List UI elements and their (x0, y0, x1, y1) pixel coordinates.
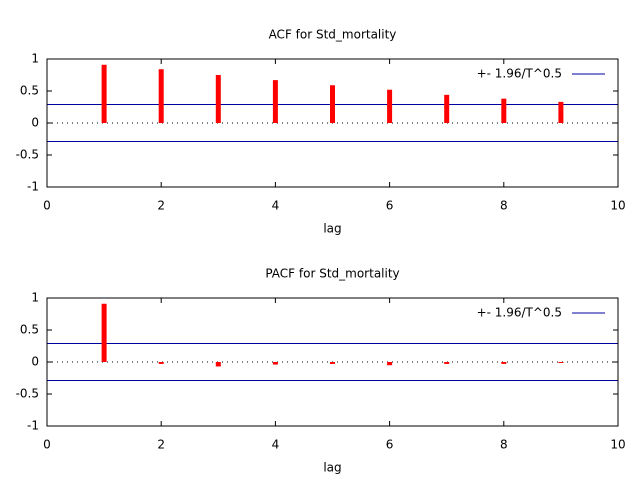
bar (330, 362, 335, 364)
bar (101, 303, 107, 362)
x-tick-label: 6 (386, 199, 394, 213)
y-tick-label: -0.5 (16, 387, 39, 401)
x-tick-label: 4 (272, 438, 280, 452)
y-tick-label: -1 (27, 419, 39, 433)
bar (444, 362, 450, 364)
x-tick-label: 0 (43, 199, 51, 213)
bar (444, 94, 450, 123)
y-tick-label: 1 (31, 291, 39, 305)
x-tick-label: 2 (157, 438, 165, 452)
bar (272, 80, 278, 123)
x-tick-label: 0 (43, 438, 51, 452)
plot-frame (46, 297, 619, 427)
plot-frame (46, 58, 619, 188)
bar (215, 75, 221, 123)
x-tick-label: 4 (272, 199, 280, 213)
bar (215, 362, 221, 367)
bar (158, 362, 164, 364)
x-tick-label: 2 (157, 199, 165, 213)
bar (501, 362, 507, 364)
bar (558, 362, 564, 363)
x-tick-label: 10 (610, 199, 625, 213)
y-tick-label: 0.5 (20, 323, 39, 337)
legend-label: +- 1.96/T^0.5 (477, 306, 562, 320)
y-tick-label: 0 (31, 355, 39, 369)
y-tick-label: 0.5 (20, 84, 39, 98)
y-tick-label: 0 (31, 116, 39, 130)
y-tick-label: -1 (27, 180, 39, 194)
y-tick-label: -0.5 (16, 148, 39, 162)
x-tick-label: 8 (500, 199, 508, 213)
bar (272, 362, 278, 365)
bar (387, 89, 393, 123)
bar (101, 64, 107, 123)
x-tick-label: 8 (500, 438, 508, 452)
x-tick-label: 10 (610, 438, 625, 452)
bar (558, 101, 564, 123)
x-axis-label: lag (323, 461, 341, 475)
chart-title: PACF for Std_mortality (265, 267, 399, 281)
bar (330, 85, 335, 123)
chart-title: ACF for Std_mortality (269, 28, 397, 42)
x-tick-label: 6 (386, 438, 394, 452)
legend-label: +- 1.96/T^0.5 (477, 67, 562, 81)
bar (158, 69, 164, 123)
bar (501, 98, 507, 123)
y-tick-label: 1 (31, 52, 39, 66)
bar (387, 362, 393, 366)
x-axis-label: lag (323, 222, 341, 236)
